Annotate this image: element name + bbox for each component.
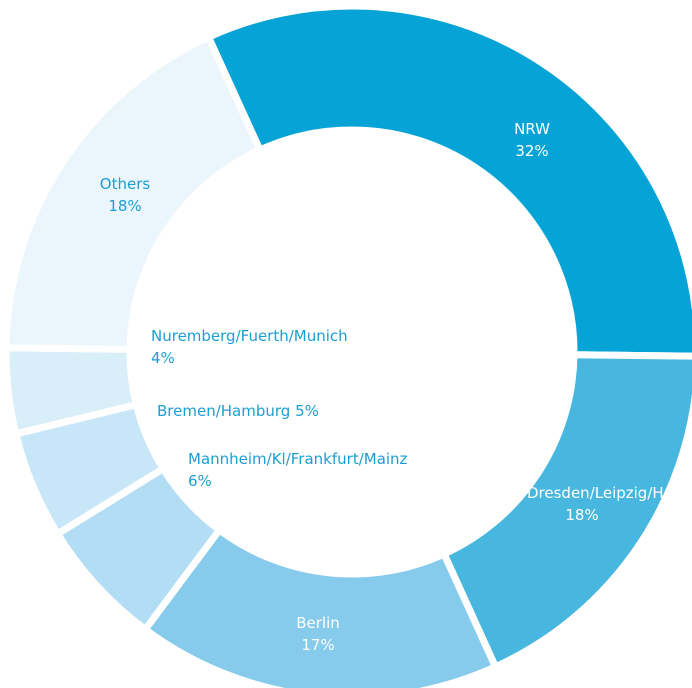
category-label: Others — [99, 175, 151, 193]
segment-label: Bremen/Hamburg 5% — [157, 400, 377, 422]
value-label: 17% — [301, 636, 335, 654]
segment-label: Dresden/Leipzig/Halle 18% — [527, 482, 690, 526]
category-label: NRW — [514, 120, 550, 138]
segment-label: Others 18% — [65, 173, 185, 217]
value-label: 6% — [188, 472, 212, 490]
category-label: Nuremberg/Fuerth/Munich — [151, 327, 348, 345]
segment-label: Mannheim/Kl/Frankfurt/Mainz 6% — [188, 448, 407, 492]
category-label: Bremen/Hamburg — [157, 402, 291, 420]
category-label: Dresden/Leipzig/Halle — [527, 484, 691, 502]
value-label: 18% — [108, 197, 142, 215]
donut-segment — [203, 2, 692, 360]
value-label: 4% — [151, 349, 175, 367]
segment-label: NRW 32% — [472, 118, 592, 162]
donut-segment — [439, 351, 692, 672]
category-label: Berlin — [296, 614, 340, 632]
value-label: 5% — [295, 402, 319, 420]
value-label: 32% — [515, 142, 549, 160]
value-label: 18% — [565, 506, 599, 524]
segment-label: Nuremberg/Fuerth/Munich 4% — [151, 325, 348, 369]
donut-segment — [2, 32, 265, 353]
segment-label: Berlin 17% — [258, 612, 378, 656]
category-label: Mannheim/Kl/Frankfurt/Mainz — [188, 450, 408, 468]
